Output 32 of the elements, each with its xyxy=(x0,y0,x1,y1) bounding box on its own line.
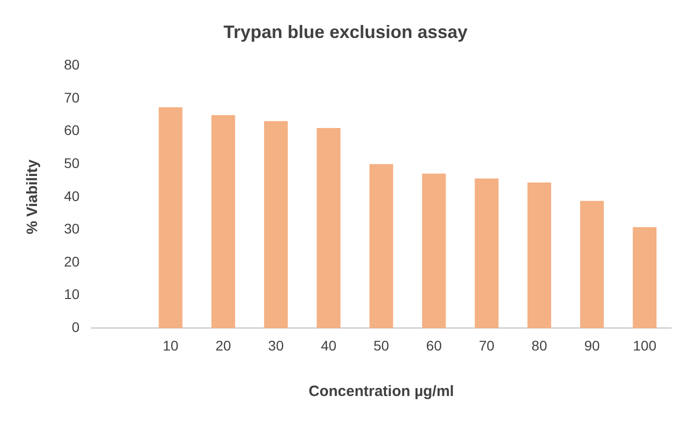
x-axis-title: Concentration µg/ml xyxy=(308,383,454,400)
bar xyxy=(369,164,394,328)
x-tick-label: 20 xyxy=(215,337,232,354)
y-tick-label: 20 xyxy=(64,253,80,270)
x-tick-label: 60 xyxy=(426,337,442,354)
y-axis-title: % Viability xyxy=(24,158,42,234)
x-tick-label: 100 xyxy=(632,337,657,354)
x-tick-label: 10 xyxy=(162,337,179,354)
y-tick-label: 0 xyxy=(72,319,80,336)
x-tick-label: 80 xyxy=(532,337,548,354)
chart-title: Trypan blue exclusion assay xyxy=(223,22,468,42)
bar xyxy=(264,121,288,328)
x-tick-label: 70 xyxy=(478,337,495,354)
bar xyxy=(527,182,552,328)
y-tick-label: 60 xyxy=(64,122,80,138)
x-tick-label: 30 xyxy=(268,337,284,354)
y-tick-label: 50 xyxy=(64,154,80,171)
y-tick-label: 70 xyxy=(64,89,80,106)
bar xyxy=(632,227,657,328)
bar xyxy=(422,174,446,328)
y-tick-label: 10 xyxy=(64,286,80,302)
x-tick-label: 40 xyxy=(320,337,337,354)
y-tick-label: 40 xyxy=(64,188,80,204)
bar xyxy=(158,107,182,328)
bar xyxy=(580,200,604,328)
y-tick-label: 80 xyxy=(64,56,80,72)
bar xyxy=(211,115,236,328)
bar xyxy=(474,178,498,328)
x-tick-label: 50 xyxy=(373,337,390,354)
bar xyxy=(316,128,340,328)
x-tick-label: 90 xyxy=(584,337,600,354)
y-tick-label: 30 xyxy=(64,220,80,237)
